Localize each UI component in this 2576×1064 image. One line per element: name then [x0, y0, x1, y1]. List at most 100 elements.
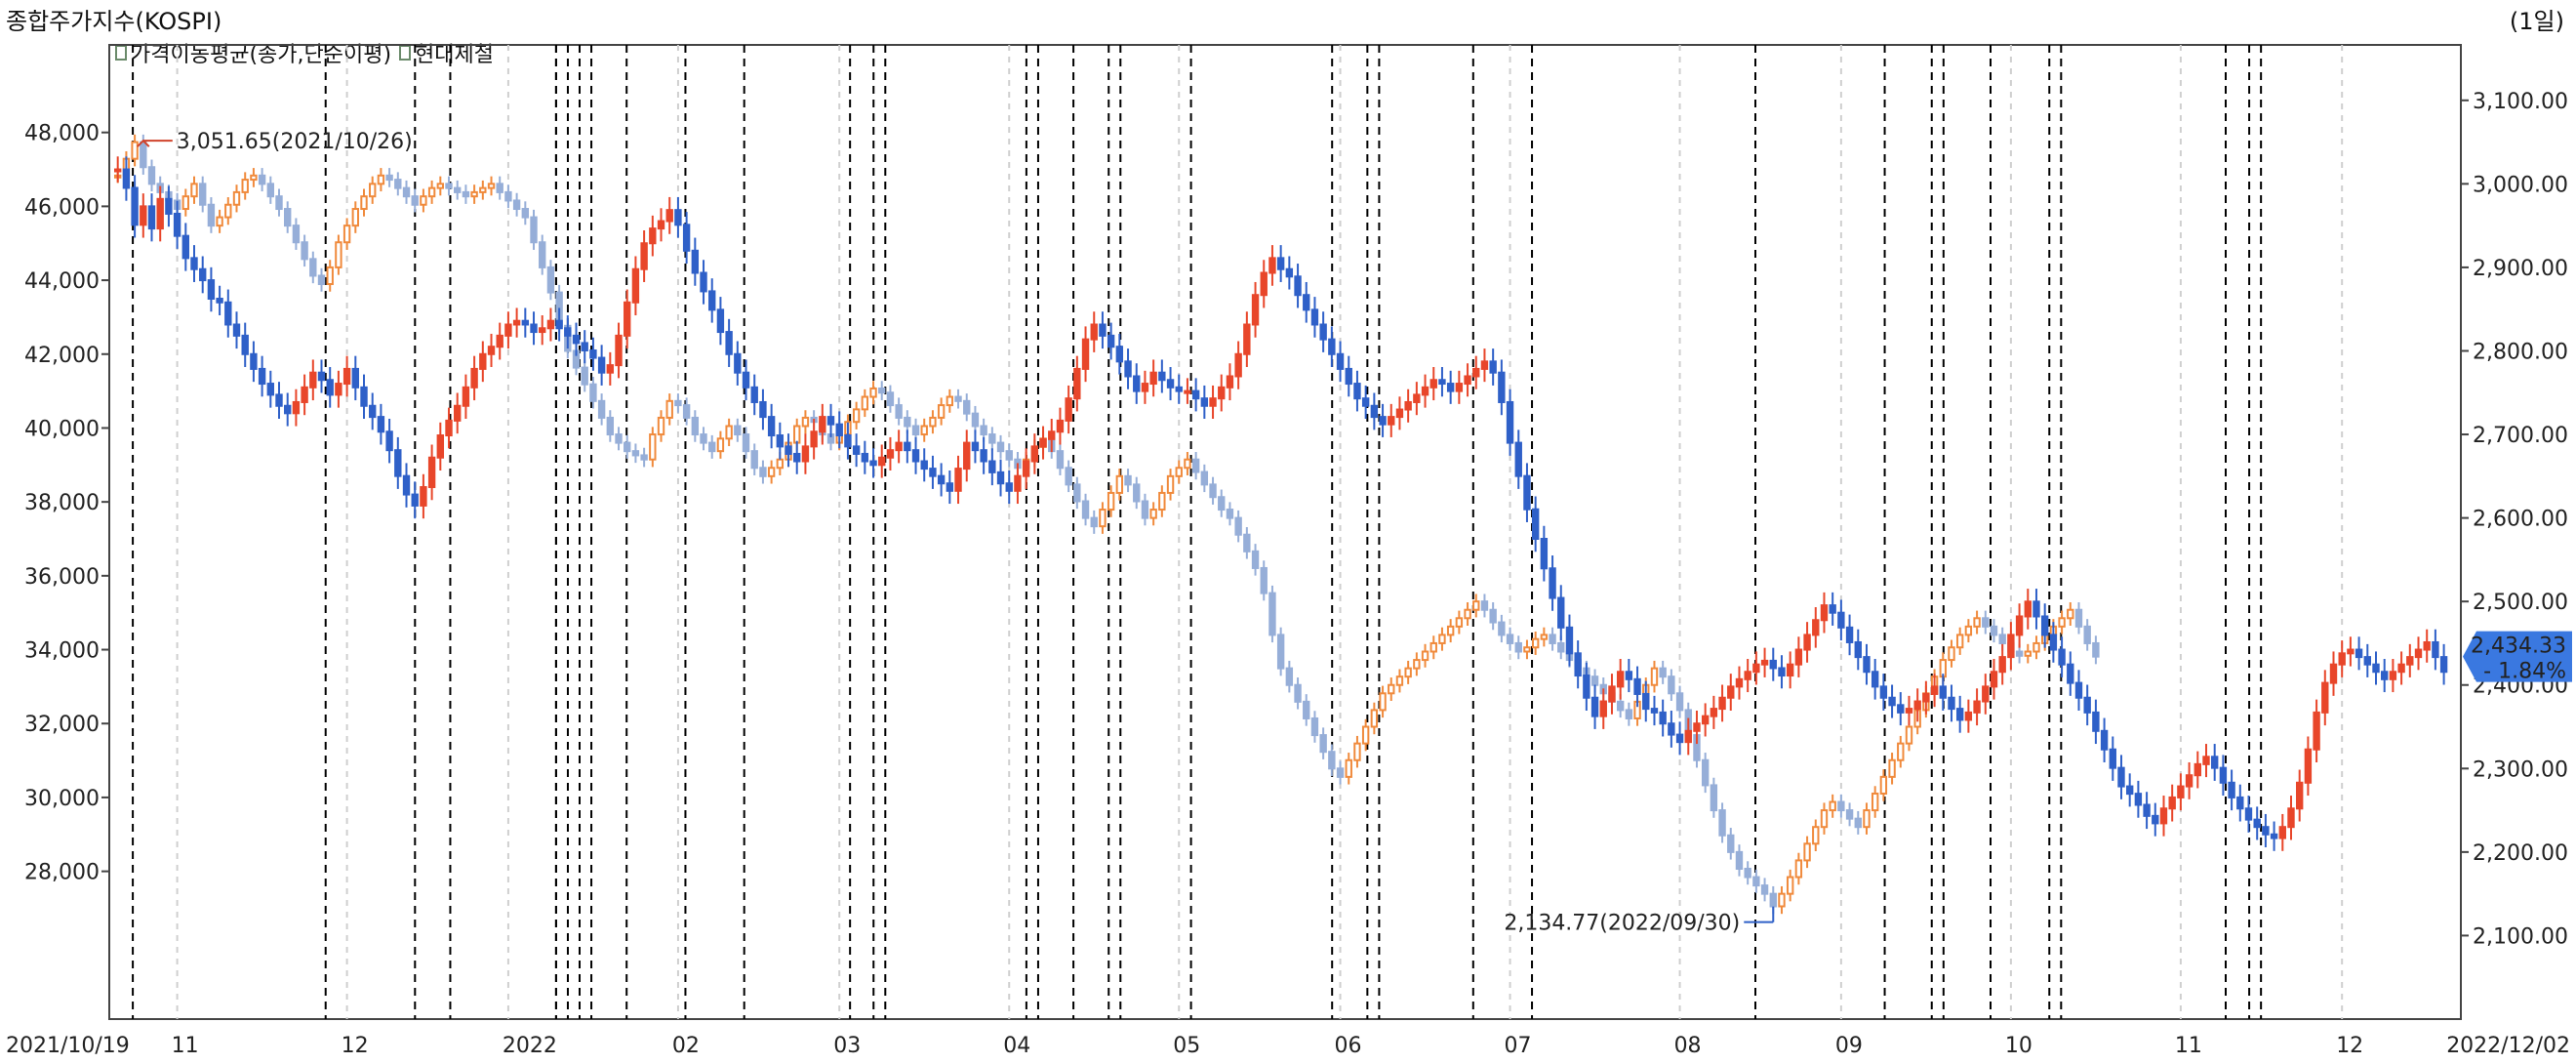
stock-candle-body [1939, 685, 1947, 699]
x-tick-label: 10 [2005, 1034, 2033, 1058]
plot-frame [108, 44, 2462, 1020]
kospi-candle-body [1149, 509, 1157, 519]
stock-candle-body [1693, 722, 1701, 732]
kospi-candle-body [1268, 592, 1276, 636]
kospi-candle-body [1319, 734, 1327, 754]
stock-candle-body [2177, 785, 2185, 798]
kospi-candle-body [377, 174, 385, 185]
stock-candle-body [1625, 671, 1633, 680]
kospi-candle-body [420, 195, 427, 206]
kospi-candle-body [708, 441, 716, 453]
stock-candle-body [1056, 419, 1065, 433]
stock-candle-body [1727, 685, 1735, 699]
kospi-candle-body [1141, 500, 1149, 519]
stock-candle-body [2210, 756, 2219, 769]
stock-candle-body [1328, 338, 1336, 355]
stock-candle-body [504, 323, 512, 337]
left-tick-label: 36,000 [24, 565, 100, 590]
stock-candle-body [2372, 663, 2380, 674]
stock-candle-body [1973, 700, 1981, 714]
stock-candle-body [1930, 685, 1939, 695]
kospi-candle-body [1871, 792, 1879, 812]
kospi-candle-body [1124, 474, 1132, 486]
stock-candle-body [411, 493, 419, 507]
stock-candle-body [1650, 708, 1659, 714]
kospi-candle-body [716, 437, 725, 453]
kospi-candle-body [1175, 467, 1183, 477]
stock-candle-body [572, 334, 581, 345]
chart-period: (1일) [2509, 8, 2564, 35]
stock-candle-body [2262, 826, 2270, 836]
kospi-candle-body [1982, 617, 1990, 628]
kospi-candle-body [1752, 876, 1760, 887]
kospi-candle-body [1769, 892, 1777, 908]
stock-candle-body [1413, 393, 1421, 403]
kospi-candle-body [1472, 600, 1480, 611]
kospi-candle-body [1234, 516, 1242, 536]
stock-candle-body [1964, 711, 1973, 721]
stock-candle-body [1854, 640, 1862, 659]
stock-candle-body [1464, 375, 1471, 386]
kospi-candle-body [445, 183, 453, 189]
stock-candle-body [351, 367, 360, 389]
kospi-candle-body [996, 441, 1005, 453]
kospi-candle-body [615, 433, 623, 444]
stock-candle-body [597, 356, 606, 374]
stock-candle-body [1005, 482, 1013, 492]
stock-candle-body [1498, 371, 1506, 403]
stock-candle-body [996, 471, 1005, 485]
kospi-candle-body [385, 174, 393, 182]
stock-candle-body [1191, 389, 1200, 400]
stock-candle-body [173, 212, 181, 237]
stock-candle-body [1820, 604, 1829, 622]
stock-candle-body [2143, 803, 2151, 817]
stock-candle-body [2380, 671, 2389, 680]
stock-candle-body [1158, 371, 1166, 382]
stock-candle-body [2033, 600, 2040, 618]
kospi-candle-body [734, 425, 742, 436]
stock-candle-body [2338, 652, 2346, 666]
high-annotation: 3,051.65(2021/10/26) [177, 130, 413, 154]
left-tick-label: 32,000 [24, 713, 100, 737]
kospi-candle-body [1964, 625, 1973, 636]
kospi-candle-body [725, 425, 733, 440]
kospi-candle-body [1829, 800, 1836, 812]
kospi-candle-body [284, 208, 292, 227]
stock-candle-body [708, 290, 716, 311]
kospi-candle-body [776, 458, 785, 470]
stock-candle-body [1778, 667, 1786, 677]
kospi-candle-body [309, 258, 317, 277]
stock-candle-body [1081, 338, 1090, 370]
kospi-candle-body [275, 195, 283, 211]
kospi-candle-body [1506, 634, 1514, 644]
stock-candle-body [470, 367, 478, 389]
stock-candle-body [564, 327, 572, 337]
kospi-candle-body [1303, 700, 1310, 719]
stock-candle-body [776, 434, 785, 448]
right-tick-label: 2,700.00 [2473, 424, 2568, 448]
right-tick-label: 2,500.00 [2473, 591, 2568, 615]
kospi-candle-body [1361, 725, 1370, 745]
stock-candle-body [1837, 611, 1845, 629]
x-tick-label: 05 [1173, 1034, 1200, 1058]
stock-candle-body [2347, 648, 2355, 655]
stock-candle-body [1583, 675, 1590, 699]
stock-candle-body [1107, 334, 1115, 348]
left-tick-label: 46,000 [24, 195, 100, 220]
stock-candle-body [1549, 567, 1556, 599]
stock-candle-body [2329, 663, 2338, 684]
kospi-candle-body [1446, 625, 1455, 636]
stock-candle-body [1718, 696, 1726, 711]
kospi-candle-body [793, 425, 801, 444]
stock-candle-body [750, 386, 758, 403]
stock-candle-body [342, 367, 351, 386]
stock-candle-body [2083, 696, 2091, 714]
kospi-candle-body [199, 183, 207, 206]
stock-candle-body [1030, 445, 1039, 463]
kospi-candle-body [1081, 500, 1090, 519]
stock-candle-body [1345, 367, 1352, 386]
kospi-candle-body [232, 190, 241, 206]
kospi-candle-body [852, 408, 861, 424]
stock-candle-body [1803, 634, 1811, 651]
